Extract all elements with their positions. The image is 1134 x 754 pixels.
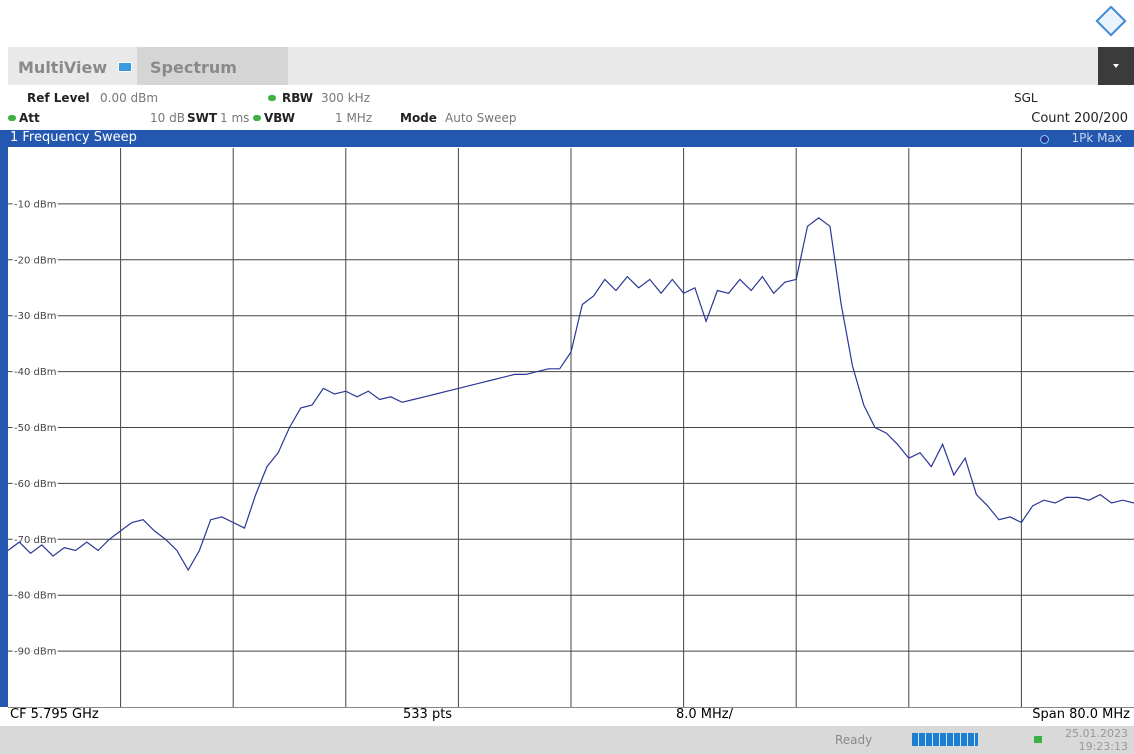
y-tick-label: -30 dBm	[14, 311, 56, 322]
y-tick-label: -90 dBm	[14, 647, 56, 658]
y-tick-label: -70 dBm	[14, 535, 56, 546]
progress	[912, 733, 978, 746]
y-tick-label: -20 dBm	[14, 255, 56, 266]
clock: 25.01.2023 19:23:13	[1065, 727, 1128, 753]
panel-border	[0, 147, 8, 707]
value: 10 dB	[150, 111, 185, 125]
label: SWT	[187, 111, 218, 125]
indicator	[253, 115, 261, 121]
time: 19:23:13	[1078, 740, 1128, 753]
footer-bar	[8, 707, 1134, 725]
value: 0.00 dBm	[100, 91, 159, 105]
label: Att	[19, 111, 40, 125]
window-bar	[0, 130, 1134, 147]
indicator	[8, 115, 16, 121]
tab-active[interactable]	[137, 47, 288, 85]
indicator	[268, 95, 276, 101]
label: Mode	[400, 111, 437, 125]
y-tick-label: -40 dBm	[14, 367, 56, 378]
y-tick-label: -50 dBm	[14, 423, 56, 434]
dropdown[interactable]	[1098, 47, 1134, 85]
tab[interactable]: MultiView	[18, 58, 108, 77]
value: SGL	[1014, 91, 1038, 105]
date: 25.01.2023	[1065, 727, 1128, 740]
value: Count 200/200	[1031, 111, 1128, 126]
y-tick-label: -10 dBm	[14, 199, 56, 210]
trace	[7, 217, 1134, 572]
span: Span 80.0 MHz	[1032, 707, 1130, 722]
label: VBW	[264, 111, 296, 125]
label: Ref Level	[27, 91, 90, 105]
logo	[1095, 5, 1127, 37]
tab-icon	[118, 62, 132, 72]
tab-label[interactable]: Spectrum	[150, 58, 237, 77]
window-title: 1 Frequency Sweep	[10, 130, 137, 145]
center-frequency: CF 5.795 GHz	[10, 707, 99, 722]
y-tick-label: -80 dBm	[14, 591, 56, 602]
trace-icon	[1040, 135, 1049, 144]
legend-entry: 1Pk Max	[1071, 131, 1122, 145]
label: RBW	[282, 91, 313, 105]
value: 300 kHz	[321, 91, 370, 105]
value: 1 ms	[220, 111, 250, 125]
division: 8.0 MHz/	[676, 707, 734, 722]
value: 1 MHz	[335, 111, 373, 125]
points: 533 pts	[403, 707, 453, 722]
y-tick-label: -60 dBm	[14, 479, 56, 490]
network-icon	[1034, 736, 1042, 743]
status: Ready	[835, 733, 873, 747]
value: Auto Sweep	[445, 111, 517, 125]
